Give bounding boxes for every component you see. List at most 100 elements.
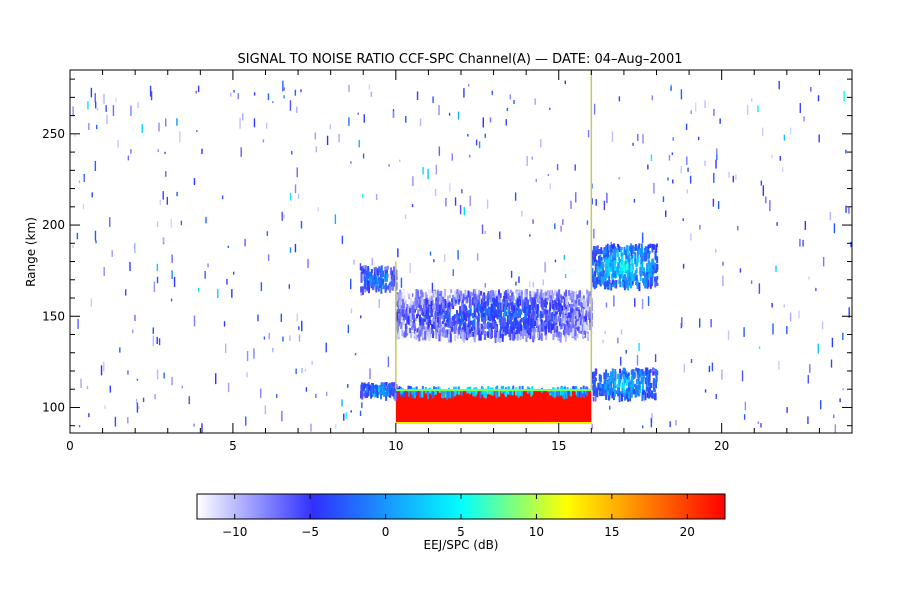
noise-speck	[602, 339, 604, 344]
echo-cell	[592, 280, 595, 288]
echo-cell	[570, 388, 573, 397]
echo-cell	[587, 293, 590, 302]
echo-cell	[608, 388, 611, 396]
echo-cell	[364, 286, 367, 293]
echo-cell	[615, 248, 618, 253]
echo-cell	[429, 333, 432, 338]
echo-cell	[396, 308, 399, 313]
echo-cell	[441, 332, 444, 337]
noise-speck	[347, 384, 349, 388]
noise-speck	[142, 397, 145, 403]
echo-cell	[594, 386, 597, 396]
echo-cell	[378, 385, 381, 395]
noise-speck	[87, 101, 89, 110]
echo-cell	[561, 387, 564, 396]
noise-speck	[758, 283, 761, 294]
echo-cell	[491, 387, 494, 396]
echo-cell	[398, 315, 401, 324]
noise-speck	[741, 370, 744, 382]
noise-speck	[842, 332, 844, 340]
echo-cell	[609, 376, 612, 383]
echo-cell	[412, 304, 415, 314]
echo-cell	[554, 289, 557, 296]
echo-cell	[503, 390, 506, 394]
noise-speck	[289, 247, 292, 253]
echo-cell	[528, 314, 531, 319]
noise-speck	[454, 197, 457, 206]
echo-cell	[573, 324, 576, 328]
noise-speck	[221, 195, 224, 200]
noise-speck	[310, 423, 312, 432]
echo-cell	[632, 373, 635, 379]
echo-cell	[502, 318, 505, 327]
echo-cell	[594, 281, 597, 288]
noise-speck	[452, 269, 454, 277]
echo-cell	[400, 321, 403, 329]
echo-cell	[616, 266, 619, 273]
echo-cell	[646, 263, 649, 272]
echo-cell	[596, 390, 599, 398]
echo-cell	[456, 328, 459, 335]
noise-speck	[650, 154, 653, 161]
noise-speck	[776, 222, 778, 226]
echo-cell	[423, 316, 426, 320]
noise-speck	[482, 117, 484, 128]
echo-cell	[452, 390, 455, 396]
echo-cell	[438, 295, 441, 305]
noise-speck	[459, 205, 462, 215]
echo-cell	[473, 333, 476, 343]
noise-speck	[845, 149, 847, 154]
echo-cell	[640, 381, 643, 385]
echo-cell	[511, 321, 514, 326]
echo-cell	[613, 377, 616, 387]
echo-cell	[427, 390, 430, 400]
echo-cell	[550, 312, 553, 322]
echo-cell	[551, 300, 554, 304]
echo-cell	[562, 322, 565, 327]
echo-cell	[446, 322, 449, 328]
echo-cell	[610, 282, 613, 291]
echo-cell	[655, 279, 658, 286]
noise-speck	[704, 160, 706, 166]
noise-speck	[798, 310, 800, 319]
echo-cell	[403, 294, 406, 303]
echo-cell	[370, 268, 373, 274]
echo-cell	[520, 291, 523, 300]
echo-cell	[540, 319, 543, 325]
echo-cell	[520, 390, 523, 397]
noise-speck	[712, 198, 715, 207]
noise-speck	[647, 296, 650, 306]
noise-speck	[554, 223, 556, 230]
echo-cell	[502, 303, 505, 312]
noise-speck	[757, 421, 760, 424]
echo-cell	[481, 313, 484, 321]
echo-cell	[631, 273, 634, 282]
echo-cell	[439, 334, 442, 342]
echo-cell	[396, 322, 399, 326]
echo-cell	[642, 390, 645, 395]
noise-speck	[115, 98, 117, 102]
echo-cell	[405, 310, 408, 320]
noise-speck	[156, 276, 159, 284]
echo-cell	[444, 329, 447, 338]
echo-cell	[543, 299, 546, 308]
noise-speck	[135, 398, 138, 404]
noise-speck	[257, 314, 259, 322]
echo-cell	[557, 332, 560, 338]
echo-cell	[419, 297, 422, 306]
echo-cell	[392, 382, 395, 387]
echo-cell	[438, 315, 441, 324]
noise-speck	[783, 304, 785, 308]
echo-cell	[468, 309, 471, 316]
noise-speck	[641, 298, 644, 310]
noise-speck	[170, 298, 173, 302]
region-3	[591, 243, 659, 292]
echo-cell	[509, 295, 512, 300]
echo-cell	[599, 248, 602, 255]
echo-cell	[589, 317, 592, 323]
echo-cell	[653, 389, 656, 393]
noise-speck	[280, 313, 283, 322]
noise-speck	[715, 159, 717, 169]
echo-cell	[471, 297, 474, 306]
